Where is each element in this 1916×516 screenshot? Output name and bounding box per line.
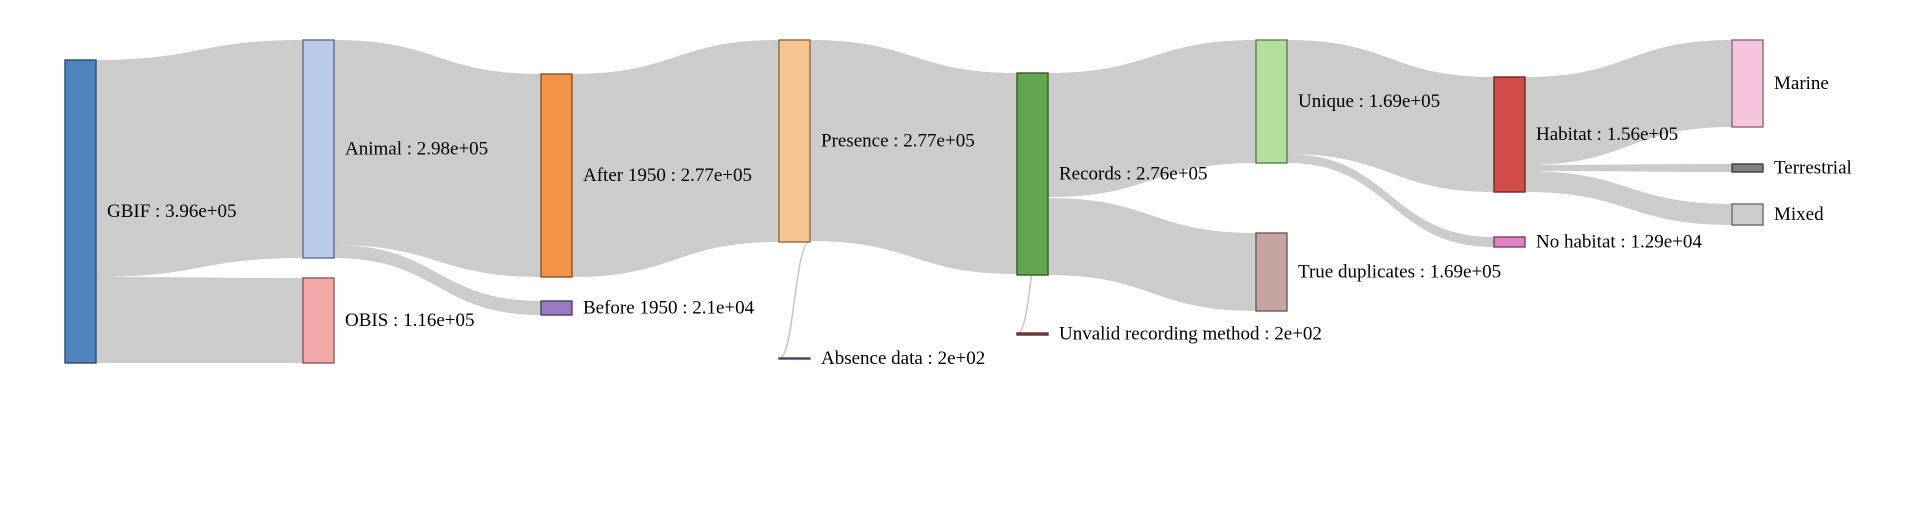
link-unique-to-nohabitat [1287,154,1494,247]
node-label-after1950: After 1950 : 2.77e+05 [583,165,752,186]
link-habitat-to-mixed [1525,171,1732,225]
node-unique [1255,39,1288,164]
node-absence [778,357,811,360]
node-records [1016,72,1049,276]
link-unique-to-habitat [1287,40,1494,192]
link-animal-to-before1950 [334,245,541,315]
link-animal-to-after1950 [334,40,541,277]
link-after1950-to-presence [572,40,779,277]
labels-layer: GBIF : 3.96e+05 Animal : 2.98e+05 OBIS : 1… [107,73,1852,369]
link-records-to-duplicates [1048,198,1256,311]
link-gbif-to-obis [96,277,303,363]
node-label-obis: OBIS : 1.16e+05 [345,310,474,331]
node-label-unique: Unique : 1.69e+05 [1298,91,1440,112]
node-label-records: Records : 2.76e+05 [1059,163,1207,184]
link-presence-to-absence [778,240,811,360]
node-habitat [1493,76,1526,193]
node-label-marine: Marine [1774,73,1829,94]
node-label-habitat: Habitat : 1.56e+05 [1536,124,1678,145]
node-label-before1950: Before 1950 : 2.1e+04 [583,297,755,318]
nodes-layer [64,39,1764,364]
node-nohabitat [1493,236,1526,248]
node-label-animal: Animal : 2.98e+05 [345,138,488,159]
node-gbif [64,59,97,364]
node-animal [302,39,335,259]
link-presence-to-records [810,40,1017,274]
link-habitat-to-marine [1525,40,1732,165]
node-label-terrestrial: Terrestrial [1774,157,1852,178]
node-label-nohabitat: No habitat : 1.29e+04 [1536,231,1702,252]
node-marine [1731,39,1764,128]
node-unvalid [1016,332,1049,336]
node-label-mixed: Mixed [1774,204,1824,225]
link-gbif-to-animal [96,40,303,277]
node-presence [778,39,811,243]
links-layer [96,40,1732,363]
node-mixed [1731,203,1764,226]
node-label-unvalid: Unvalid recording method : 2e+02 [1059,323,1322,344]
node-terrestrial [1731,163,1764,173]
node-label-absence: Absence data : 2e+02 [821,348,985,369]
node-label-gbif: GBIF : 3.96e+05 [107,201,236,222]
node-label-duplicates: True duplicates : 1.69e+05 [1298,261,1501,282]
node-before1950 [540,300,573,316]
link-habitat-to-terrestrial [1525,164,1732,172]
node-duplicates [1255,232,1288,312]
link-records-to-unique [1048,40,1256,197]
node-label-presence: Presence : 2.77e+05 [821,130,975,151]
node-after1950 [540,73,573,278]
node-obis [302,277,335,364]
